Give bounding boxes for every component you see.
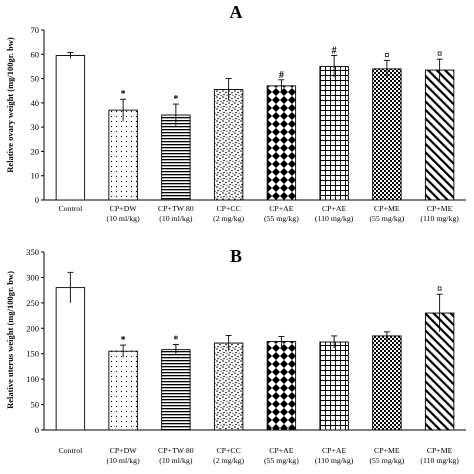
panel-letter: B — [230, 246, 242, 266]
x-tick-sublabel-7: (55 mg/kg) — [369, 456, 404, 465]
x-tick-sublabel-5: (55 mg/kg) — [264, 456, 299, 465]
bar-7 — [372, 68, 402, 201]
y-tick-label: 250 — [26, 298, 39, 308]
x-tick-sublabel-7: (55 mg/kg) — [369, 214, 404, 223]
x-tick-label-7: CP+ME — [374, 204, 400, 213]
significance-marker-8: ¤ — [437, 49, 442, 60]
x-tick-sublabel-3: (10 ml/kg) — [159, 214, 193, 223]
bar-1 — [55, 55, 86, 201]
y-tick-label: 350 — [26, 247, 39, 257]
significance-marker-3: * — [173, 335, 178, 346]
bar-6 — [319, 341, 349, 431]
bar-3 — [161, 114, 191, 201]
y-tick-label: 0 — [35, 425, 39, 435]
bar-1 — [55, 287, 86, 431]
y-tick-label: 50 — [31, 74, 40, 84]
x-tick-label-2: CP+DW — [110, 204, 138, 213]
bar-4 — [213, 89, 244, 201]
x-tick-label-4: CP+CC — [216, 446, 240, 455]
x-tick-label-5: CP+AE — [269, 204, 294, 213]
x-tick-label-6: CP+AE — [322, 204, 347, 213]
x-tick-label-1: Control — [58, 446, 83, 455]
y-tick-label: 60 — [31, 49, 40, 59]
bar-2 — [108, 350, 138, 431]
y-tick-label: 30 — [31, 122, 40, 132]
y-tick-label: 300 — [26, 272, 39, 282]
significance-marker-7: ¤ — [384, 50, 389, 61]
x-tick-label-8: CP+ME — [427, 204, 453, 213]
y-tick-label: 70 — [31, 25, 40, 35]
y-tick-label: 50 — [31, 400, 40, 410]
x-tick-label-1: Control — [58, 204, 83, 213]
x-tick-sublabel-2: (10 ml/kg) — [107, 456, 141, 465]
x-tick-sublabel-6: (110 mg/kg) — [315, 456, 354, 465]
bar-5 — [266, 341, 297, 431]
significance-marker-2: * — [121, 89, 126, 100]
panel-letter: A — [230, 2, 243, 22]
x-tick-sublabel-6: (110 mg/kg) — [315, 214, 354, 223]
significance-marker-6: # — [332, 46, 337, 57]
bar-8 — [424, 312, 455, 431]
y-tick-label: 100 — [26, 374, 39, 384]
x-tick-label-5: CP+AE — [269, 446, 294, 455]
y-tick-label: 200 — [26, 323, 39, 333]
significance-marker-3: * — [173, 94, 178, 105]
x-tick-label-2: CP+DW — [110, 446, 138, 455]
significance-marker-5: # — [279, 70, 284, 81]
bar-2 — [108, 109, 138, 201]
x-tick-label-3: CP+TW 80 — [158, 204, 194, 213]
x-tick-label-6: CP+AE — [322, 446, 347, 455]
x-tick-sublabel-4: (2 mg/kg) — [213, 214, 244, 223]
bar-7 — [372, 335, 402, 431]
x-tick-sublabel-5: (55 mg/kg) — [264, 214, 299, 223]
y-tick-label: 150 — [26, 349, 39, 359]
y-axis-label: Relative uterus weight (mg/100gr. bw) — [5, 271, 15, 409]
bar-6 — [319, 65, 349, 201]
chart-panel-b: B Relative uterus weight (mg/100gr. bw) 0 5… — [5, 246, 466, 465]
bar-8 — [424, 69, 455, 201]
chart-panel-a: A Relative ovary weight (mg/100gr. bw) 0 10… — [5, 2, 466, 223]
bar-5 — [266, 85, 297, 201]
x-tick-sublabel-8: (110 mg/kg) — [420, 214, 459, 223]
y-tick-label: 40 — [31, 98, 40, 108]
x-tick-label-4: CP+CC — [216, 204, 240, 213]
y-tick-label: 20 — [31, 146, 40, 156]
x-tick-sublabel-2: (10 ml/kg) — [107, 214, 141, 223]
y-tick-label: 10 — [31, 171, 40, 181]
bar-4 — [213, 342, 244, 431]
y-axis-label: Relative ovary weight (mg/100gr. bw) — [5, 37, 15, 173]
bar-3 — [161, 349, 191, 431]
y-tick-label: 0 — [35, 195, 39, 205]
x-tick-sublabel-3: (10 ml/kg) — [159, 456, 193, 465]
x-tick-label-7: CP+ME — [374, 446, 400, 455]
significance-marker-2: * — [121, 335, 126, 346]
x-tick-label-3: CP+TW 80 — [158, 446, 194, 455]
x-tick-sublabel-4: (2 mg/kg) — [213, 456, 244, 465]
significance-marker-8: ¤ — [437, 284, 442, 295]
x-tick-sublabel-8: (110 mg/kg) — [420, 456, 459, 465]
x-tick-label-8: CP+ME — [427, 446, 453, 455]
